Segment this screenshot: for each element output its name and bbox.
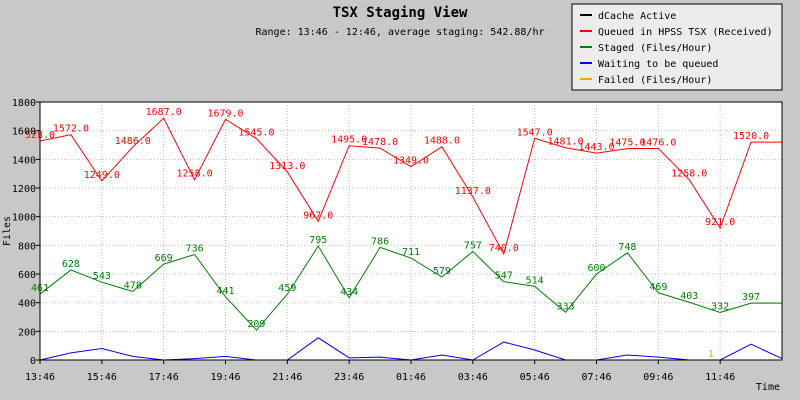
x-tick-label-6: 01:46 <box>396 372 426 383</box>
data-label-s2-5: 736 <box>186 244 204 255</box>
x-tick-label-2: 17:46 <box>149 372 179 383</box>
data-label-s1-21: 1258.0 <box>671 169 707 180</box>
data-label-s2-10: 434 <box>340 287 358 298</box>
data-label-s2-23: 397 <box>742 292 760 303</box>
data-label-s1-4: 1687.0 <box>146 107 182 118</box>
data-label-s1-3: 1486.0 <box>115 136 151 147</box>
x-axis-label: Time <box>756 382 780 393</box>
x-tick-label-9: 07:46 <box>581 372 611 383</box>
data-label-s2-19: 748 <box>618 242 636 253</box>
data-label-s1-14: 1137.0 <box>455 186 491 197</box>
data-label-s1-8: 1313.0 <box>269 161 305 172</box>
data-label-s1-15: 740.0 <box>489 243 519 254</box>
data-label-s1-9: 967.0 <box>303 210 333 221</box>
data-label-s2-17: 333 <box>557 301 575 312</box>
legend: dCache Active Queued in HPSS TSX (Receive… <box>571 3 783 91</box>
data-label-s1-1: 1572.0 <box>53 124 89 135</box>
data-label-s1-22: 921.0 <box>705 217 735 228</box>
data-label-s2-20: 469 <box>649 282 667 293</box>
grid <box>40 102 782 360</box>
data-label-s1-12: 1349.0 <box>393 156 429 167</box>
x-tick-label-4: 21:46 <box>272 372 302 383</box>
data-label-s2-1: 628 <box>62 259 80 270</box>
y-tick-label-6: 1200 <box>12 184 36 195</box>
legend-box <box>571 3 783 91</box>
y-tick-label-3: 600 <box>18 270 36 281</box>
data-label-s1-10: 1495.0 <box>331 135 367 146</box>
data-label-s2-12: 711 <box>402 247 420 258</box>
data-label-s4-0: 1 <box>708 349 714 360</box>
data-label-s1-13: 1488.0 <box>424 136 460 147</box>
x-tick-label-5: 23:46 <box>334 372 364 383</box>
data-label-s2-21: 403 <box>680 291 698 302</box>
data-label-s2-15: 547 <box>495 271 513 282</box>
data-label-s2-11: 786 <box>371 236 389 247</box>
y-tick-label-2: 400 <box>18 299 36 310</box>
x-tick-label-10: 09:46 <box>643 372 673 383</box>
data-label-s2-3: 478 <box>124 280 142 291</box>
data-label-s2-9: 795 <box>309 235 327 246</box>
y-tick-label-9: 1800 <box>12 98 36 109</box>
data-label-s2-8: 459 <box>278 283 296 294</box>
data-label-s2-18: 600 <box>587 263 605 274</box>
data-label-s1-11: 1478.0 <box>362 137 398 148</box>
series-line-2 <box>39 245 782 331</box>
data-label-s1-16: 1547.0 <box>517 127 553 138</box>
data-label-s1-23: 1520.0 <box>733 131 769 142</box>
chart-subtitle: Range: 13:46 - 12:46, average staging: 5… <box>256 27 545 38</box>
legend-entry-2: Staged (Files/Hour) <box>598 43 712 54</box>
legend-entry-0: dCache Active <box>598 11 676 22</box>
data-label-s1-6: 1679.0 <box>207 108 243 119</box>
data-label-s2-13: 579 <box>433 266 451 277</box>
y-tick-label-0: 0 <box>30 356 36 367</box>
series-line-1 <box>39 117 782 256</box>
y-tick-label-4: 800 <box>18 241 36 252</box>
data-label-s2-14: 757 <box>464 240 482 251</box>
x-tick-label-1: 15:46 <box>87 372 117 383</box>
data-label-s2-16: 514 <box>526 275 544 286</box>
x-tick-label-0: 13:46 <box>25 372 55 383</box>
data-label-s2-2: 543 <box>93 271 111 282</box>
x-tick-label-3: 19:46 <box>210 372 240 383</box>
data-label-s1-5: 1258.0 <box>177 169 213 180</box>
x-tick-label-11: 11:46 <box>705 372 735 383</box>
legend-entry-4: Failed (Files/Hour) <box>598 75 712 86</box>
y-tick-label-1: 200 <box>18 327 36 338</box>
data-label-s1-7: 1545.0 <box>238 128 274 139</box>
data-label-s1-17: 1481.0 <box>548 137 584 148</box>
data-label-s1-18: 1443.0 <box>578 142 614 153</box>
data-label-s1-2: 1249.0 <box>84 170 120 181</box>
y-axis-label: Files <box>2 216 13 246</box>
data-label-s2-22: 332 <box>711 301 729 312</box>
legend-entry-3: Waiting to be queued <box>598 59 718 70</box>
data-label-s1-19: 1475.0 <box>609 138 645 149</box>
y-tick-label-8: 1600 <box>12 127 36 138</box>
data-label-s2-4: 669 <box>155 253 173 264</box>
x-tick-label-7: 03:46 <box>458 372 488 383</box>
y-tick-label-7: 1400 <box>12 155 36 166</box>
data-label-s2-6: 441 <box>216 286 234 297</box>
data-label-s2-7: 209 <box>247 319 265 330</box>
x-tick-label-8: 05:46 <box>520 372 550 383</box>
data-label-s1-20: 1476.0 <box>640 137 676 148</box>
legend-entry-1: Queued in HPSS TSX (Received) <box>598 27 773 38</box>
chart-title: TSX Staging View <box>333 5 468 21</box>
y-tick-label-5: 1000 <box>12 213 36 224</box>
